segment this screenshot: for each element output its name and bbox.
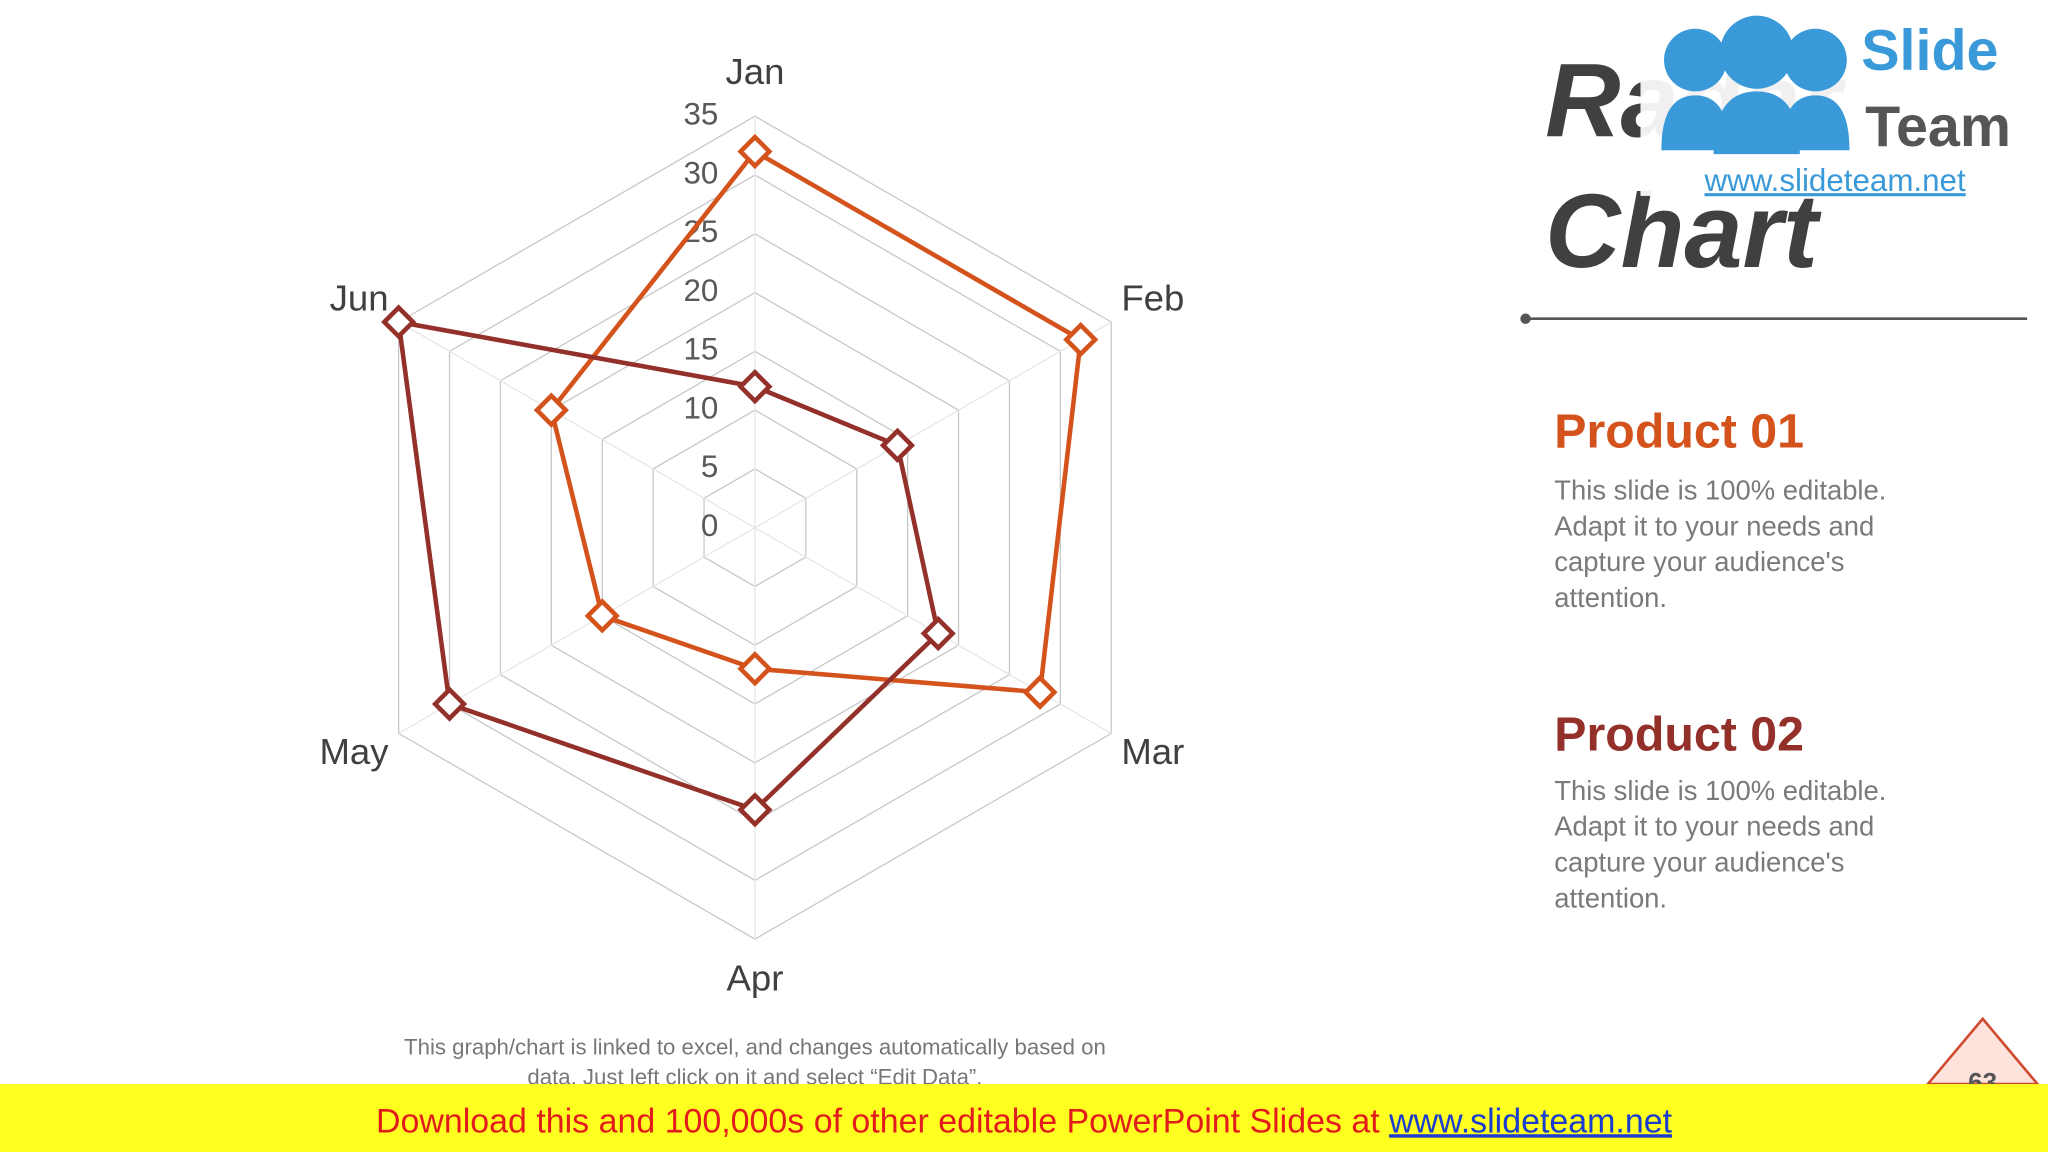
data-marker: [920, 615, 956, 652]
banner-text: Download this and 100,000s of other edit…: [376, 1102, 1673, 1140]
r-tick-label: 0: [701, 508, 718, 543]
divider-dot: [1520, 313, 1531, 324]
logo-icon: [1661, 15, 1850, 155]
description-line: capture your audience's: [1554, 546, 1844, 577]
description-line: capture your audience's: [1554, 847, 1844, 878]
description-line: Adapt it to your needs and: [1554, 811, 1874, 842]
logo-text: Team: [1865, 95, 2011, 159]
r-tick-label: 20: [684, 273, 719, 308]
description-line: Adapt it to your needs and: [1554, 511, 1874, 542]
description-line: attention.: [1554, 883, 1667, 914]
data-marker: [879, 427, 916, 463]
r-tick-label: 5: [701, 449, 718, 484]
data-marker: [737, 792, 773, 828]
product-description: This slide is 100% editable. Adapt it to …: [1554, 475, 1886, 614]
banner: [0, 1084, 2048, 1152]
data-marker: [584, 598, 620, 634]
r-tick-label: 30: [684, 155, 719, 190]
r-tick-label: 10: [684, 390, 719, 425]
footnote: This graph/chart is linked to excel, and…: [404, 1035, 1106, 1060]
logo-text: Slide: [1861, 19, 1998, 83]
category-label: Jun: [330, 278, 389, 319]
description-line: This slide is 100% editable.: [1554, 775, 1886, 806]
data-marker: [381, 304, 417, 340]
product-heading: Product 02: [1554, 708, 1804, 762]
series-line: [548, 148, 1084, 695]
banner-message: Download this and 100,000s of other edit…: [376, 1102, 1389, 1140]
category-label: Mar: [1121, 731, 1184, 772]
data-marker: [1063, 321, 1099, 358]
descriptions: This slide is 100% editable. Adapt it to …: [1554, 475, 1886, 914]
logo: Slide Team www.slideteam.net: [1640, 0, 2038, 198]
spoke: [398, 321, 756, 529]
description-line: This slide is 100% editable.: [1554, 475, 1886, 506]
data-marker: [737, 133, 773, 170]
data-marker: [737, 651, 773, 687]
data-marker: [533, 392, 569, 428]
product-heading: Product 01: [1554, 405, 1804, 459]
data-marker: [431, 686, 468, 722]
category-label: Feb: [1121, 278, 1184, 319]
description-line: attention.: [1554, 582, 1667, 613]
spoke: [754, 321, 1112, 529]
product-description: This slide is 100% editable. Adapt it to …: [1554, 775, 1886, 914]
data-marker: [1022, 674, 1058, 710]
category-label: Jan: [725, 51, 784, 92]
banner-link[interactable]: www.slideteam.net: [1388, 1102, 1673, 1140]
logo-url[interactable]: www.slideteam.net: [1704, 163, 1966, 198]
r-tick-label: 35: [684, 97, 719, 132]
category-label: Apr: [726, 958, 783, 999]
data-marker: [737, 369, 773, 405]
category-label: May: [319, 731, 389, 772]
r-tick-label: 15: [684, 332, 719, 367]
